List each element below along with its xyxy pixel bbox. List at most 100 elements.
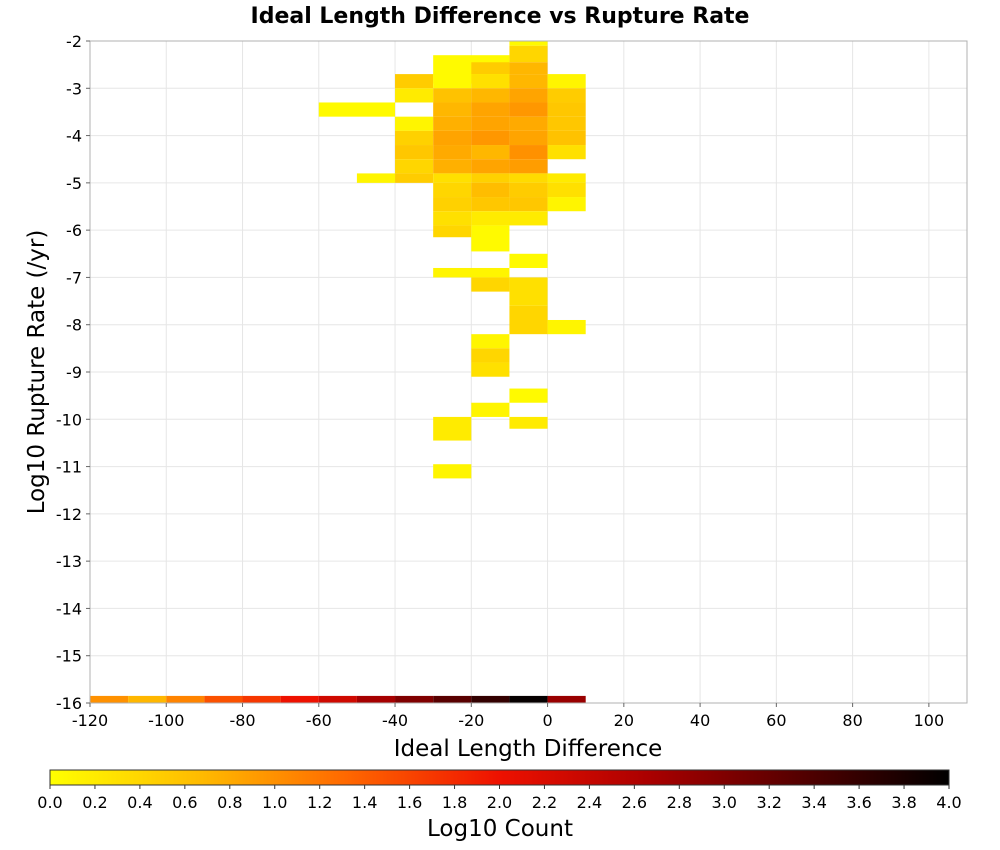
heatmap-cell xyxy=(433,267,510,278)
y-tick-label: -15 xyxy=(56,647,82,666)
x-tick-label: 20 xyxy=(614,711,634,730)
colorbar-tick-label: 3.0 xyxy=(712,793,737,812)
heatmap-cell xyxy=(395,74,434,89)
x-tick-label: 60 xyxy=(766,711,786,730)
y-tick-label: -16 xyxy=(56,694,82,713)
heatmap-cell xyxy=(318,695,357,703)
heatmap-cell xyxy=(509,159,548,174)
colorbar-tick-label: 1.8 xyxy=(442,793,467,812)
heatmap-cell xyxy=(471,102,510,117)
heatmap-cell xyxy=(433,88,472,103)
heatmap-cell xyxy=(395,159,434,174)
colorbar-tick-label: 0.2 xyxy=(82,793,107,812)
heatmap-cell xyxy=(471,402,510,417)
heatmap-cell xyxy=(509,695,548,703)
heatmap-cell xyxy=(509,62,548,75)
heatmap-cell xyxy=(509,305,548,335)
heatmap-cell xyxy=(547,116,586,131)
heatmap-cell xyxy=(471,348,510,363)
colorbar-tick-label: 0.4 xyxy=(127,793,152,812)
heatmap-cell xyxy=(471,197,510,212)
y-tick-label: -11 xyxy=(56,458,82,477)
heatmap-cell xyxy=(433,197,472,212)
y-tick-label: -8 xyxy=(66,316,82,335)
heatmap-cells xyxy=(90,41,586,703)
heatmap-cell xyxy=(166,695,205,703)
heatmap-cell xyxy=(471,362,510,377)
heatmap-cell xyxy=(318,102,396,117)
heatmap-cell xyxy=(433,173,472,183)
heatmap-cell xyxy=(547,695,586,703)
heatmap-cell xyxy=(471,145,510,160)
heatmap-cell xyxy=(471,116,510,131)
x-tick-label: -20 xyxy=(458,711,484,730)
heatmap-cell xyxy=(547,197,586,212)
colorbar-tick-label: 1.4 xyxy=(352,793,377,812)
x-tick-label: -100 xyxy=(148,711,184,730)
heatmap-cell xyxy=(280,695,319,703)
heatmap-cell xyxy=(547,88,586,103)
heatmap-cell xyxy=(509,182,548,198)
colorbar-tick-label: 2.0 xyxy=(487,793,512,812)
y-tick-label: -4 xyxy=(66,127,82,146)
x-tick-label: -80 xyxy=(229,711,255,730)
colorbar-tick-label: 2.4 xyxy=(577,793,602,812)
heatmap-cell xyxy=(433,102,472,117)
x-axis-ticks: -120 -100 -80 -60 -40 -20 0 20 40 60 80 100 xyxy=(72,703,944,730)
colorbar-tick-label: 3.4 xyxy=(801,793,826,812)
y-tick-label: -10 xyxy=(56,410,82,429)
y-axis-ticks: -2 -3 -4 -5 -6 -7 -8 -9 -10 -11 -12 -13 -14 -15 -16 xyxy=(56,32,90,713)
colorbar-tick-label: 4.0 xyxy=(936,793,961,812)
heatmap-cell xyxy=(356,695,396,703)
heatmap-cell xyxy=(547,173,586,183)
heatmap-cell xyxy=(509,45,548,63)
heatmap-cell xyxy=(509,416,548,429)
heatmap-cell xyxy=(471,74,510,89)
colorbar-tick-label: 0.8 xyxy=(217,793,242,812)
colorbar-tick-label: 3.8 xyxy=(891,793,916,812)
heatmap-cell xyxy=(433,695,472,703)
colorbar xyxy=(49,769,950,786)
colorbar-tick-label: 1.0 xyxy=(262,793,287,812)
heatmap-cell xyxy=(395,173,434,183)
y-tick-label: -7 xyxy=(66,268,82,287)
colorbar-tick-label: 1.6 xyxy=(397,793,422,812)
y-tick-label: -14 xyxy=(56,599,82,618)
y-tick-label: -12 xyxy=(56,505,82,524)
heatmap-cell xyxy=(509,130,548,146)
heatmap-cell xyxy=(433,182,472,198)
colorbar-tick-label: 1.2 xyxy=(307,793,332,812)
y-tick-label: -5 xyxy=(66,174,82,193)
heatmap-cell xyxy=(471,62,510,75)
heatmap-cell xyxy=(547,74,586,89)
heatmap-cell xyxy=(471,88,510,103)
colorbar-label: Log10 Count xyxy=(427,816,573,842)
x-axis-label: Ideal Length Difference xyxy=(394,736,663,762)
heatmap-cell xyxy=(471,695,510,703)
heatmap-cell xyxy=(128,695,167,703)
heatmap-cell xyxy=(509,253,548,268)
y-tick-label: -6 xyxy=(66,221,82,240)
x-tick-label: -40 xyxy=(382,711,408,730)
heatmap-cell xyxy=(433,116,472,131)
heatmap-cell xyxy=(395,695,434,703)
heatmap-cell xyxy=(509,102,548,117)
heatmap-cell xyxy=(433,225,472,238)
chart-title: Ideal Length Difference vs Rupture Rate xyxy=(251,4,750,29)
colorbar-tick-label: 2.6 xyxy=(622,793,647,812)
heatmap-cell xyxy=(204,695,243,703)
y-tick-label: -9 xyxy=(66,363,82,382)
y-tick-label: -13 xyxy=(56,552,82,571)
heatmap-cell xyxy=(547,145,586,160)
colorbar-tick-label: 2.2 xyxy=(532,793,557,812)
heatmap-cell xyxy=(395,145,434,160)
x-tick-label: 100 xyxy=(914,711,945,730)
heatmap-cell xyxy=(90,695,129,703)
heatmap-cell xyxy=(471,173,510,183)
heatmap-cell xyxy=(509,388,548,403)
heatmap-cell xyxy=(471,334,510,349)
y-axis-label: Log10 Rupture Rate (/yr) xyxy=(24,230,50,515)
heatmap-cell xyxy=(509,41,548,46)
heatmap-cell xyxy=(433,145,472,160)
